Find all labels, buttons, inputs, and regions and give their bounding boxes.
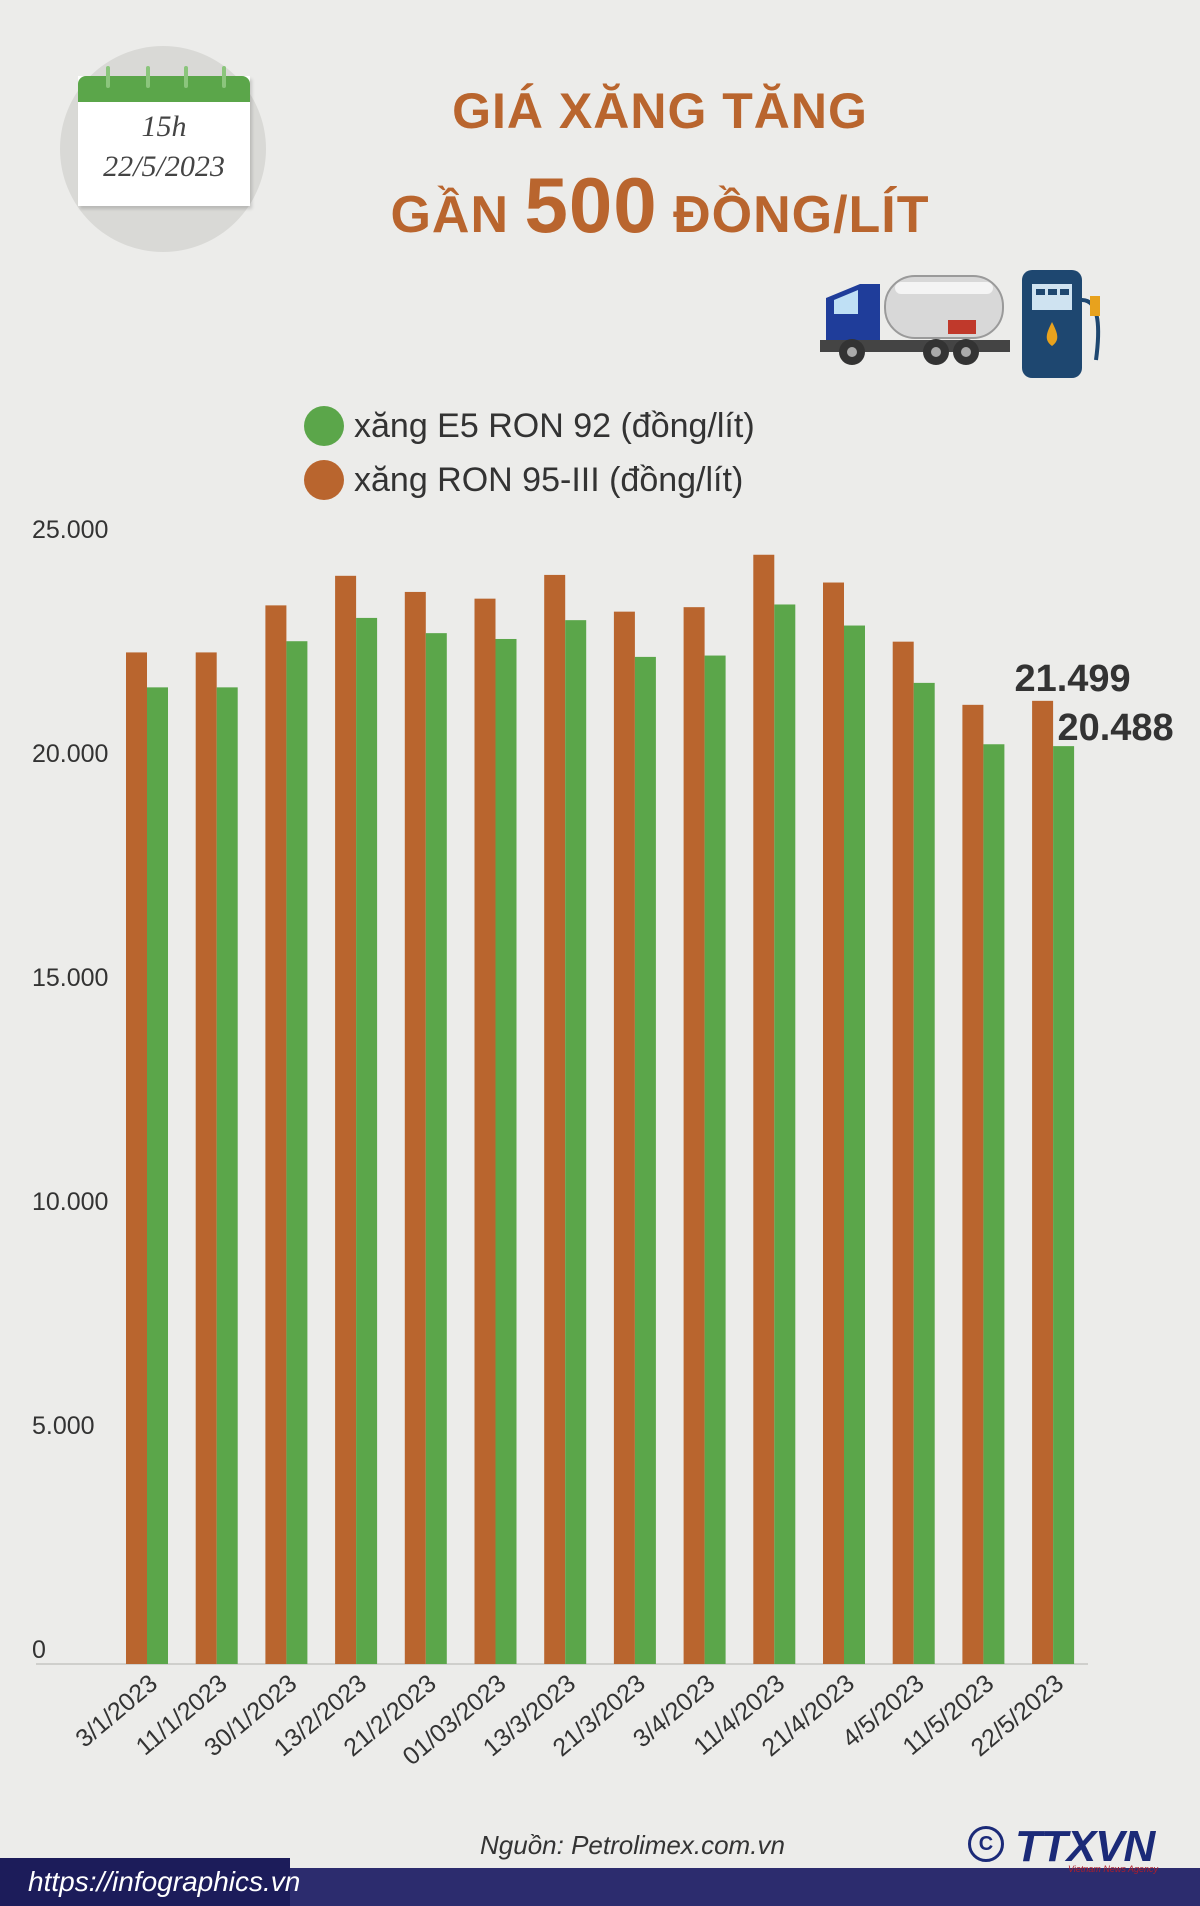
- title-number: 500: [524, 161, 658, 249]
- y-tick-label: 5.000: [32, 1412, 95, 1440]
- legend-item-e5: xăng E5 RON 92 (đồng/lít): [304, 406, 755, 446]
- bars: [126, 554, 1075, 1665]
- bar-e5: [565, 620, 587, 1665]
- bar-e5: [774, 604, 796, 1664]
- bar-ron95: [892, 641, 914, 1664]
- x-tick-labels: 3/1/202311/1/202330/1/202313/2/202321/2/…: [70, 1669, 1069, 1771]
- y-tick-label: 20.000: [32, 740, 108, 768]
- ttxvn-logo-subtitle: Vietnam News Agency: [1068, 1864, 1159, 1874]
- bar-ron95: [126, 652, 147, 1664]
- data-label-e5: 20.488: [1057, 707, 1173, 749]
- bar-e5: [147, 687, 168, 1664]
- website-link[interactable]: https://infographics.vn: [28, 1866, 301, 1897]
- bar-e5: [356, 617, 378, 1665]
- fuel-pump-icon: [1022, 270, 1101, 378]
- calendar-ring-icon: [106, 66, 110, 88]
- calendar-date: 22/5/2023: [103, 150, 225, 183]
- copyright-icon: C: [968, 1826, 1004, 1862]
- page-title-line1: GIÁ XĂNG TĂNG: [452, 83, 868, 139]
- title-suffix: ĐỒNG/LÍT: [657, 186, 930, 244]
- bar-e5: [634, 656, 656, 1664]
- bar-e5: [216, 687, 238, 1664]
- calendar-header: [78, 66, 250, 102]
- bar-ron95: [195, 652, 217, 1664]
- calendar-icon: 15h 22/5/2023: [78, 66, 250, 206]
- ttxvn-logo: TTXVN: [1015, 1822, 1155, 1871]
- bar-ron95: [474, 598, 496, 1664]
- url-box: [0, 1858, 290, 1906]
- legend-dot-e5: [304, 406, 344, 446]
- fuel-tanker-truck-icon: [820, 275, 1010, 365]
- y-tick-label: 10.000: [32, 1188, 108, 1216]
- y-tick-label: 25.000: [32, 516, 108, 544]
- legend-dot-ron95: [304, 460, 344, 500]
- y-tick-label: 15.000: [32, 964, 108, 992]
- calendar-ring-icon: [146, 66, 150, 88]
- bar-ron95: [265, 605, 287, 1664]
- bar-ron95: [544, 574, 566, 1664]
- bar-ron95: [753, 554, 775, 1665]
- data-labels: 21.499 20.488: [1014, 658, 1173, 749]
- source-text: Nguồn: Petrolimex.com.vn: [480, 1830, 785, 1860]
- bar-ron95: [613, 611, 635, 1665]
- bar-e5: [425, 633, 447, 1664]
- y-tick-labels: 0 5.000 10.000 15.000 20.000 25.000: [32, 516, 108, 1664]
- bar-ron95: [1032, 700, 1054, 1664]
- bar-e5: [286, 641, 308, 1664]
- bar-e5: [704, 655, 726, 1664]
- page-title-line2: GẦN 500 ĐỒNG/LÍT: [380, 160, 940, 251]
- bar-ron95: [335, 575, 357, 1664]
- legend-item-ron95: xăng RON 95-III (đồng/lít): [304, 460, 743, 500]
- bar-ron95: [823, 582, 844, 1664]
- bar-e5: [495, 638, 517, 1664]
- calendar-time: 15h: [141, 110, 187, 143]
- calendar-ring-icon: [222, 66, 226, 88]
- bar-e5: [983, 744, 1005, 1664]
- bar-e5: [844, 625, 865, 1664]
- legend-label-ron95: xăng RON 95-III (đồng/lít): [354, 460, 744, 499]
- y-tick-label: 0: [32, 1636, 46, 1664]
- calendar-badge: 15h 22/5/2023: [60, 46, 266, 252]
- bar-ron95: [962, 704, 984, 1664]
- data-label-ron95: 21.499: [1014, 658, 1130, 700]
- title-prefix: GẦN: [390, 186, 525, 244]
- bar-e5: [913, 682, 935, 1664]
- bar-ron95: [404, 591, 426, 1664]
- legend-label-e5: xăng E5 RON 92 (đồng/lít): [354, 406, 755, 445]
- bar-ron95: [683, 607, 705, 1665]
- bar-e5: [1053, 746, 1075, 1664]
- calendar-ring-icon: [184, 66, 188, 88]
